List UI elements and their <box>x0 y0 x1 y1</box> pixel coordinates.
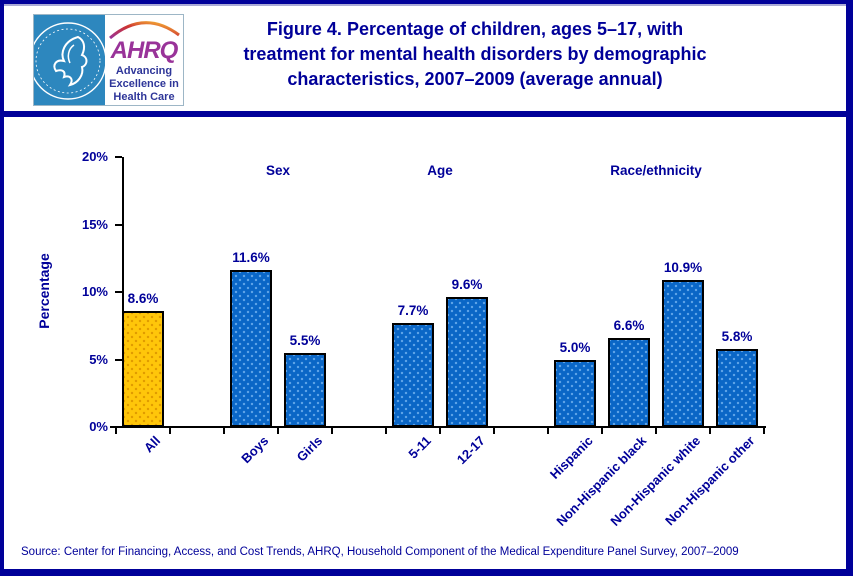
bar-non-hispanic-black <box>608 337 650 427</box>
frame-border-bottom <box>0 569 853 576</box>
y-axis-tick <box>115 426 122 428</box>
group-label-age: Age <box>427 163 453 178</box>
x-axis-line <box>110 426 766 428</box>
x-axis-category-label: Non-Hispanic black <box>553 433 650 529</box>
bar-all <box>122 310 164 427</box>
x-axis-category-label: Non-Hispanic white <box>607 433 704 529</box>
x-axis-tick <box>277 427 279 434</box>
y-axis-tick-label: 0% <box>89 419 108 434</box>
tagline-line-1: Advancing <box>115 65 173 77</box>
bar-value-label: 9.6% <box>451 277 483 293</box>
bar-value-label: 10.9% <box>663 259 703 275</box>
frame-border-right <box>846 0 853 576</box>
bar-girls <box>284 352 326 427</box>
bar-value-label: 11.6% <box>232 250 270 266</box>
x-axis-tick <box>547 427 549 434</box>
y-axis-tick-label: 15% <box>81 216 108 232</box>
x-axis-category-label: All <box>141 433 164 456</box>
y-axis-line <box>122 157 124 427</box>
bar-chart: Percentage 0% 5% 10% 15% 20% 8.6% All 11.6% Boys… <box>0 117 853 576</box>
hhs-seal-icon <box>34 15 105 105</box>
x-axis-tick <box>115 427 117 434</box>
figure-title-line-2: treatment for mental health disorders by… <box>243 44 707 64</box>
bar-value-label: 8.6% <box>127 290 159 306</box>
x-axis-category-label: Girls <box>294 433 326 465</box>
x-axis-tick <box>331 427 333 434</box>
figure-title: Figure 4. Percentage of children, ages 5… <box>200 17 750 92</box>
ahrq-logo-text-panel: AHRQ Advancing Excellence in Health Care <box>105 15 183 105</box>
bar-boys <box>230 270 272 427</box>
bar-non-hispanic-other <box>716 348 758 427</box>
x-axis-tick <box>223 427 225 434</box>
bar-non-hispanic-white <box>662 279 704 427</box>
y-axis-tick-label: 10% <box>81 284 108 299</box>
bar-value-label: 5.5% <box>289 332 321 348</box>
x-axis-tick <box>709 427 711 434</box>
y-axis-tick-label: 20% <box>81 149 108 164</box>
tagline-line-2: Excellence in <box>109 78 179 90</box>
source-note: Source: Center for Financing, Access, an… <box>21 546 739 558</box>
y-axis-tick <box>115 291 122 293</box>
frame-border-left <box>0 0 4 576</box>
x-axis-tick <box>601 427 603 434</box>
x-axis-category-label: 12-17 <box>453 433 488 468</box>
x-axis-tick <box>763 427 765 434</box>
bar-value-label: 5.0% <box>559 339 591 355</box>
rainbow-arc-icon <box>109 21 180 39</box>
bar-hispanic <box>554 359 596 427</box>
x-axis-tick <box>493 427 495 434</box>
y-axis-title: Percentage <box>36 253 52 329</box>
x-axis-tick <box>655 427 657 434</box>
frame-accent-line <box>4 4 853 6</box>
ahrq-wordmark: AHRQ <box>110 37 179 64</box>
y-axis-tick <box>115 156 122 158</box>
bar-value-label: 5.8% <box>721 328 753 344</box>
x-axis-category-label: Hispanic <box>546 433 596 482</box>
ahrq-tagline: Advancing Excellence in Health Care <box>105 65 183 104</box>
y-axis-tick <box>115 358 122 361</box>
figure-title-line-1: Figure 4. Percentage of children, ages 5… <box>266 19 684 39</box>
bar-value-label: 6.6% <box>613 317 645 333</box>
x-axis-tick <box>385 427 387 434</box>
figure-title-line-3: characteristics, 2007–2009 (average annu… <box>287 69 663 89</box>
y-axis-tick-label: 5% <box>89 351 108 367</box>
bar-12-17 <box>446 297 488 427</box>
x-axis-category-label: 5-11 <box>405 433 434 462</box>
tagline-line-3: Health Care <box>113 91 175 103</box>
group-label-race-ethnicity: Race/ethnicity <box>610 163 702 178</box>
bar-5-11 <box>392 323 434 427</box>
x-axis-tick <box>169 427 171 434</box>
bar-value-label: 7.7% <box>397 303 429 319</box>
group-label-sex: Sex <box>265 163 291 178</box>
header-divider <box>0 111 853 117</box>
x-axis-category-label: Boys <box>238 433 272 467</box>
frame-border-top <box>0 0 853 4</box>
ahrq-logo: AHRQ Advancing Excellence in Health Care <box>33 14 184 106</box>
y-axis-tick <box>115 223 122 226</box>
x-axis-tick <box>439 427 441 434</box>
